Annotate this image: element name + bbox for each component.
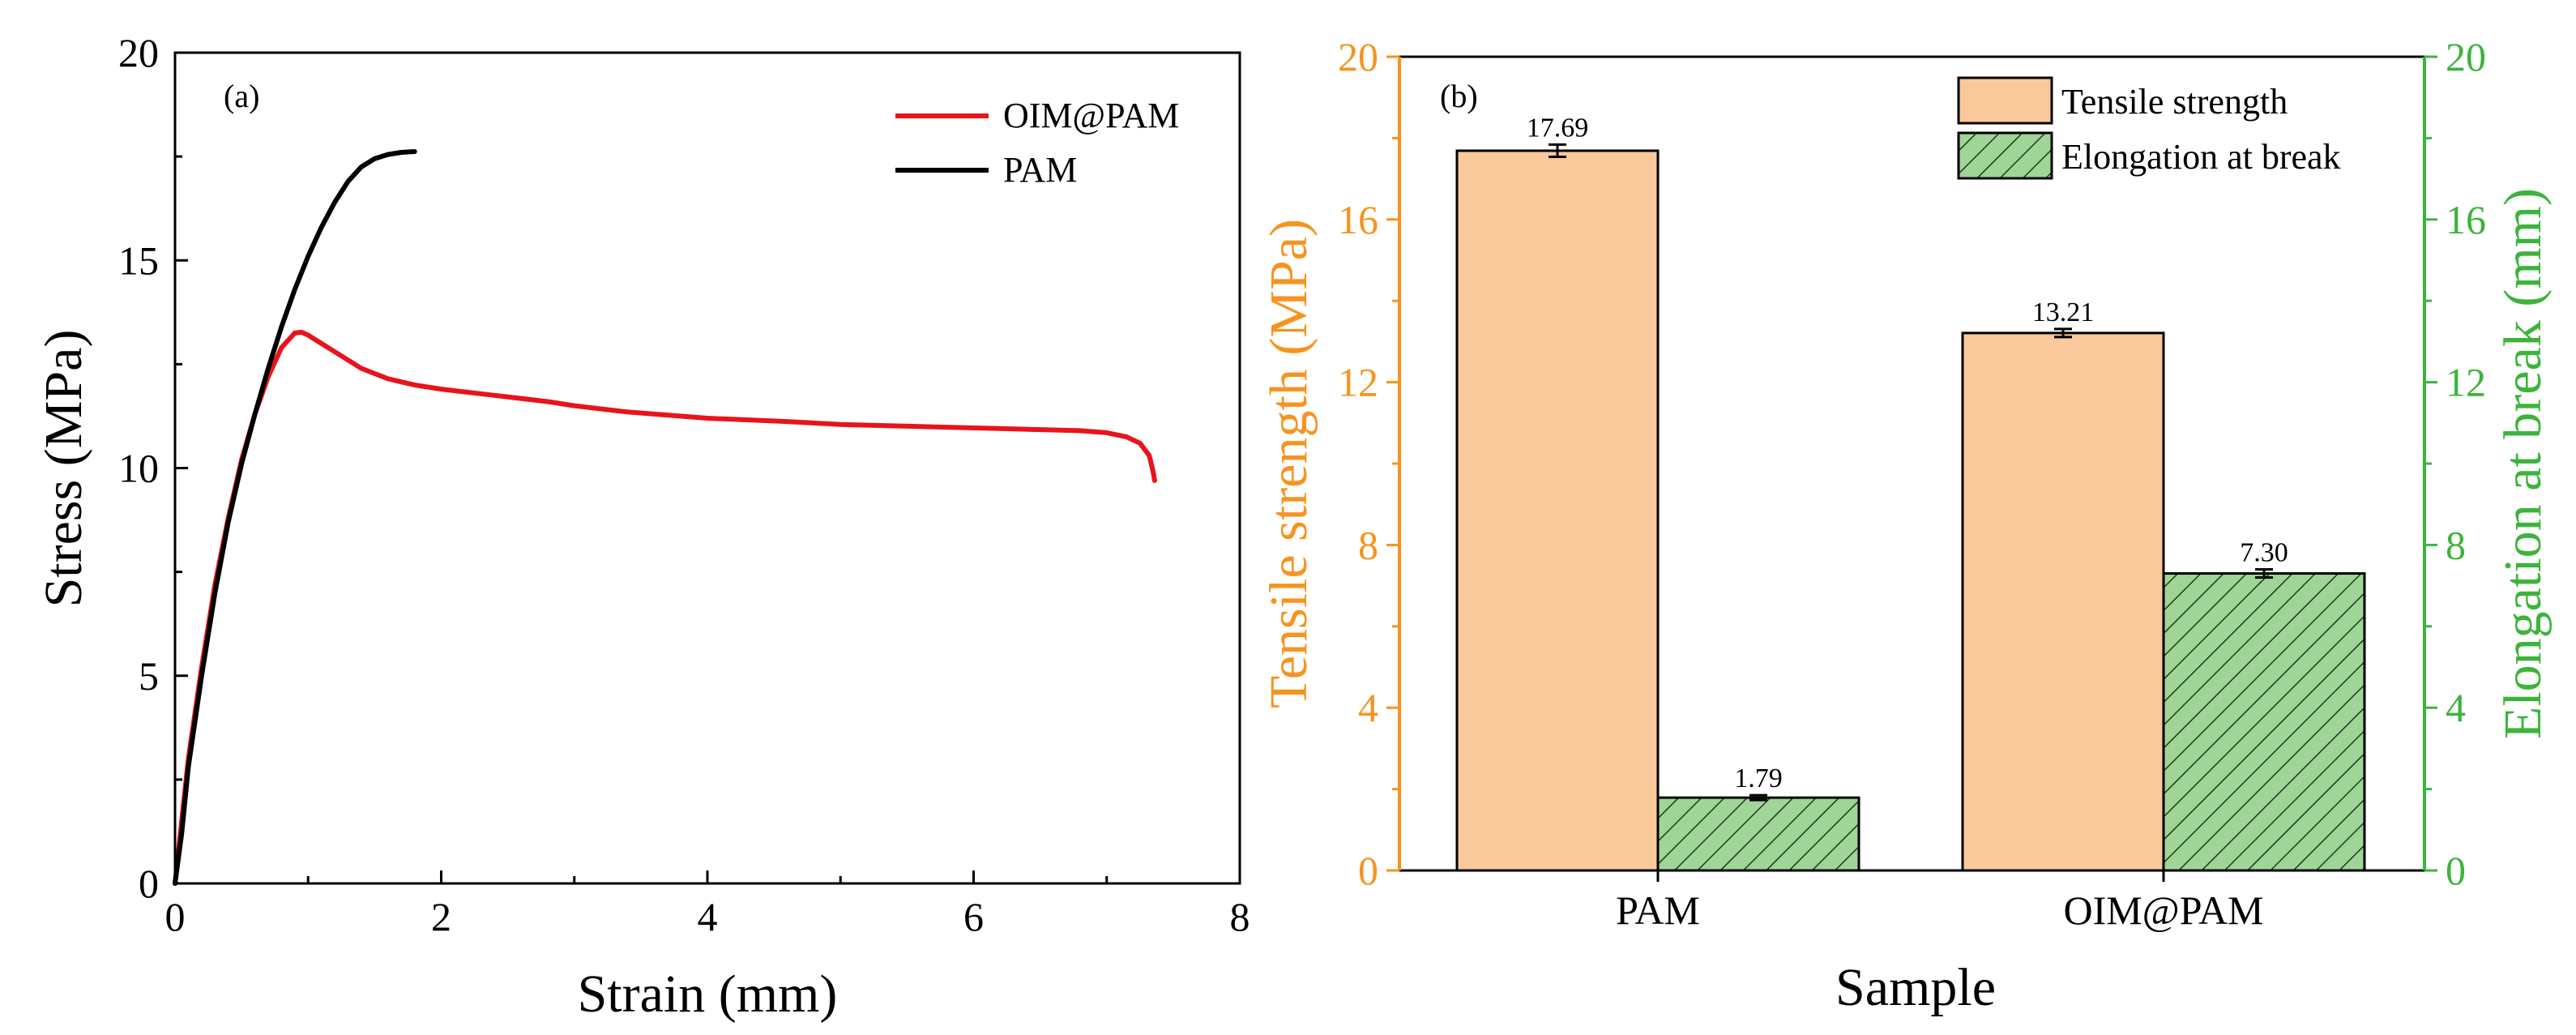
panel-b-right-y-tick-label: 12 bbox=[2446, 360, 2486, 405]
panel-b-x-tick-label: PAM bbox=[1616, 887, 1700, 933]
panel-a-x-tick-label: 0 bbox=[165, 894, 186, 939]
panel-b-left-y-tick-label: 4 bbox=[1358, 685, 1378, 730]
panel-b-x-axis-title: Sample bbox=[1835, 958, 1996, 1017]
panel-b-right-y-axis-title: Elongation at break (mm) bbox=[2493, 188, 2553, 739]
data-label-tensile-strength-pam: 17.69 bbox=[1527, 113, 1589, 143]
legend-label-tensile-strength: Tensile strength bbox=[2061, 82, 2288, 122]
panel-a-y-tick-label: 10 bbox=[118, 446, 159, 491]
panel-b-left-y-tick-label: 20 bbox=[1338, 34, 1378, 79]
panel-a-x-tick-label: 6 bbox=[963, 894, 984, 939]
panel-a-x-axis-title: Strain (mm) bbox=[578, 964, 838, 1024]
panel-a-plot-frame bbox=[173, 51, 1241, 885]
panel-b-left-y-axis-title: Tensile strength (MPa) bbox=[1259, 219, 1318, 708]
panel-a-y-axis-title: Stress (MPa) bbox=[34, 330, 93, 608]
panel-b-left-y-tick-label: 0 bbox=[1358, 848, 1378, 893]
legend-label-oim-pam: OIM@PAM bbox=[1003, 96, 1179, 135]
legend-swatch-elongation-at-break bbox=[1957, 131, 2053, 180]
panel-b-left-y-tick-label: 8 bbox=[1358, 522, 1378, 567]
panel-a-x-tick-label: 2 bbox=[431, 894, 451, 939]
series-line-oim-pam bbox=[173, 329, 1157, 886]
panel-a-label: (a) bbox=[224, 78, 259, 114]
panel-a-x-tick-label: 4 bbox=[698, 894, 718, 939]
panel-b-right-y-tick-label: 16 bbox=[2446, 197, 2486, 242]
panel-a-x-tick-label: 8 bbox=[1230, 894, 1250, 939]
legend-swatch-tensile-strength bbox=[1957, 76, 2053, 125]
panel-b-right-y-tick-label: 0 bbox=[2446, 848, 2466, 893]
data-label-elongation-at-break-oim-pam: 7.30 bbox=[2240, 538, 2288, 568]
panel-b-x-tick-label: OIM@PAM bbox=[2063, 887, 2263, 933]
bar-elongation-at-break-pam bbox=[1656, 796, 1860, 872]
series-line-pam bbox=[173, 149, 417, 886]
panel-a-line-chart: 0 2 4 6 8 0 5 10 15 20 (a) Strain (mm) Stress (MP… bbox=[34, 30, 1250, 1024]
panel-b-left-y-tick-label: 12 bbox=[1338, 360, 1378, 405]
panel-a-y-tick-label: 5 bbox=[139, 653, 159, 699]
bar-elongation-at-break-oim-pam bbox=[2162, 572, 2366, 872]
panel-b-bar-chart: 17.69 1.79 13.21 7.30 PAM OIM@PAM 0 0 4 4 8 8 12 12 1… bbox=[1259, 34, 2553, 1017]
data-label-elongation-at-break-pam: 1.79 bbox=[1734, 763, 1783, 793]
panel-b-right-y-tick-label: 8 bbox=[2446, 522, 2466, 567]
panel-a-legend: OIM@PAM PAM bbox=[895, 96, 1179, 190]
legend-label-elongation-at-break: Elongation at break bbox=[2061, 137, 2341, 177]
panel-b-legend: Tensile strength Elongation at break bbox=[1957, 76, 2341, 180]
bar-tensile-strength-pam bbox=[1455, 149, 1660, 872]
panel-b-label: (b) bbox=[1440, 78, 1478, 114]
bar-tensile-strength-oim-pam bbox=[1961, 331, 2165, 872]
panel-b-left-y-tick-label: 16 bbox=[1338, 197, 1378, 242]
panel-a-y-tick-label: 20 bbox=[118, 30, 159, 75]
panel-a-y-tick-label: 0 bbox=[139, 861, 159, 906]
legend-label-pam: PAM bbox=[1003, 150, 1077, 190]
panel-b-right-y-tick-label: 20 bbox=[2446, 34, 2486, 79]
data-label-tensile-strength-oim-pam: 13.21 bbox=[2032, 297, 2095, 327]
panel-b-right-y-tick-label: 4 bbox=[2446, 685, 2466, 730]
panel-a-y-tick-label: 15 bbox=[118, 237, 159, 283]
